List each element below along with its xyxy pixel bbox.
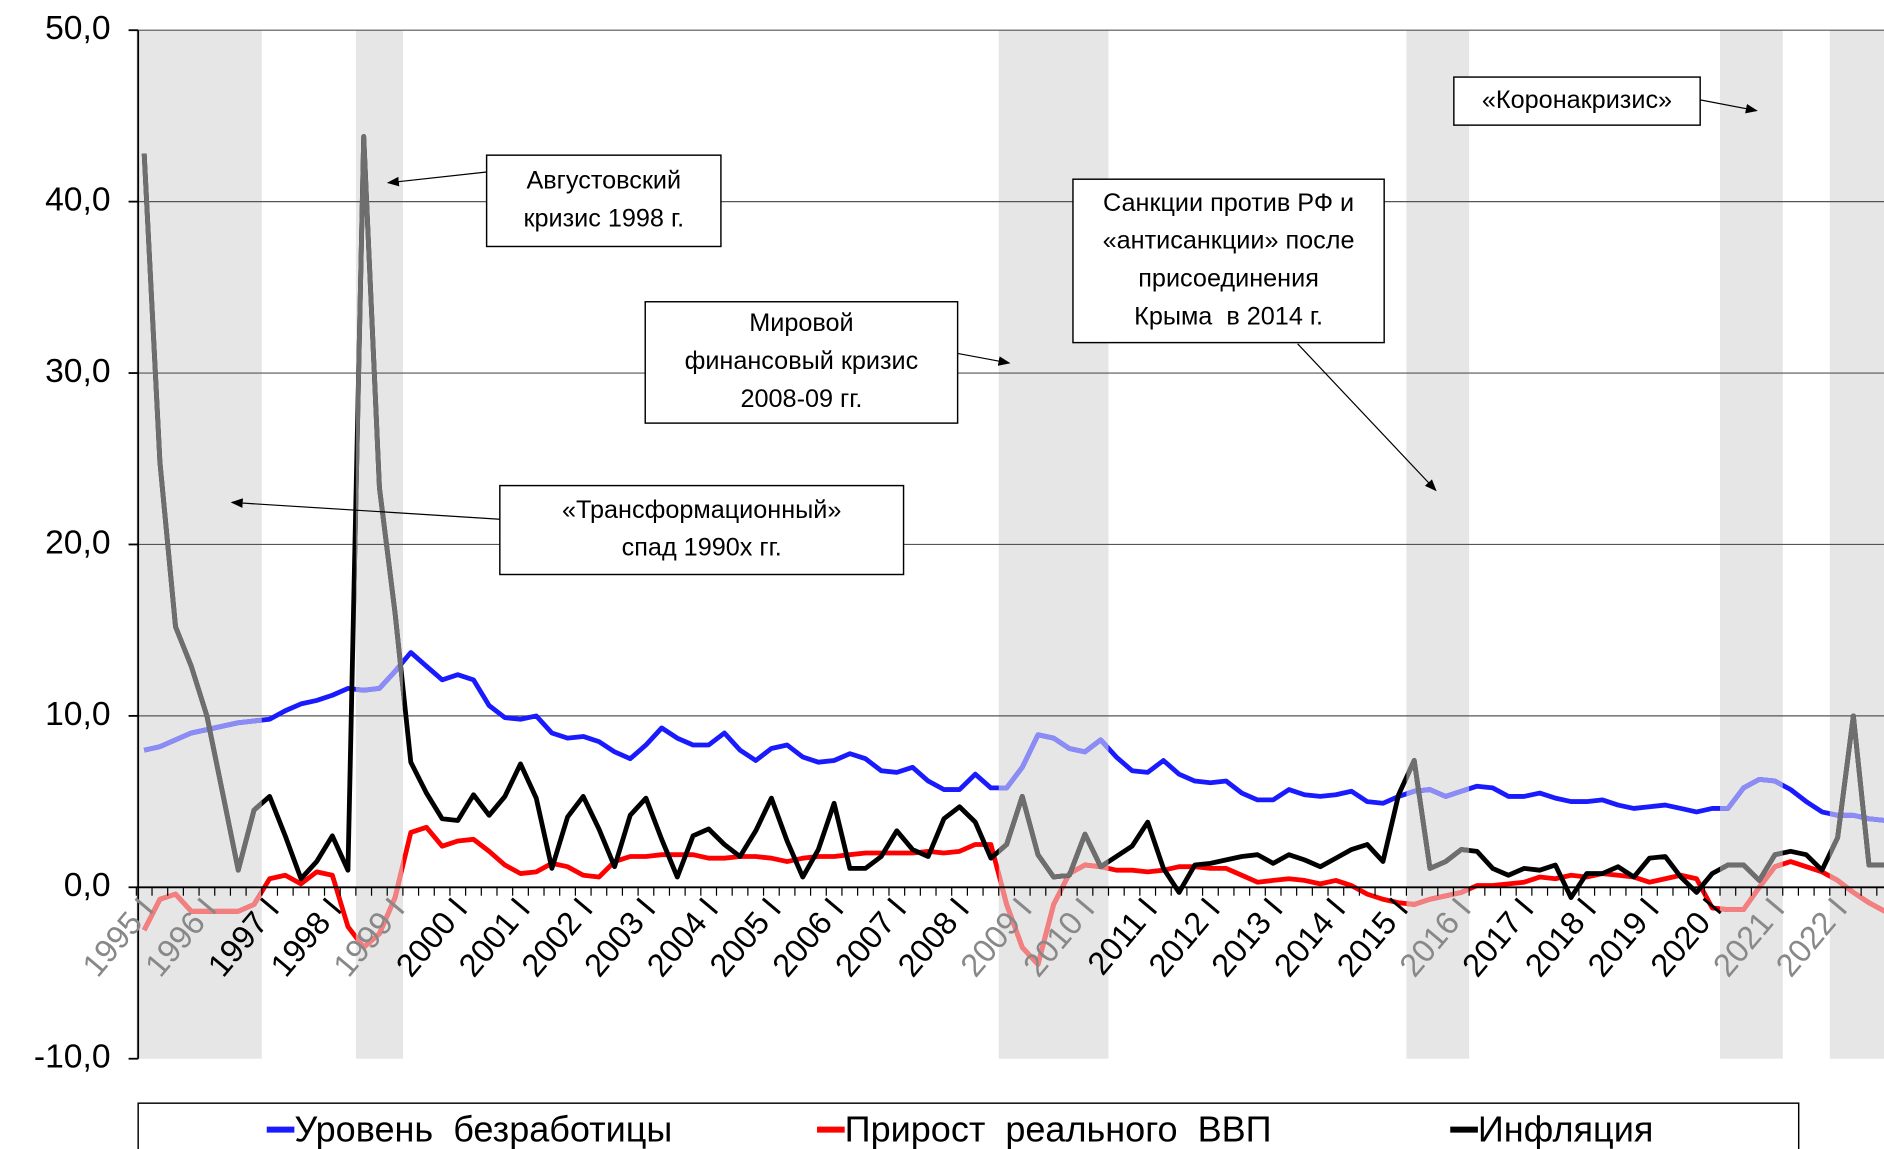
annotation-text: «Коронакризис»: [1482, 86, 1672, 114]
annotation-text: Санкции против РФ и: [1103, 189, 1354, 217]
y-tick-label: -10,0: [34, 1039, 111, 1076]
annotation-arrow: [957, 352, 1011, 366]
annotation-box: [499, 484, 905, 576]
y-tick-label: 30,0: [45, 353, 110, 390]
annotation-box: [485, 154, 722, 248]
annotation-box: [1453, 76, 1701, 126]
legend-label: Прирост реального ВВП: [845, 1109, 1272, 1149]
annotation-text: «Трансформационный»: [562, 496, 841, 524]
y-tick-label: 40,0: [45, 182, 110, 219]
annotation-text: Крыма в 2014 г.: [1134, 302, 1323, 330]
annotation-arrow: [386, 171, 487, 187]
annotation-text: Мировой: [749, 309, 853, 337]
annotation-box: [644, 301, 959, 424]
y-tick-label: 0,0: [64, 867, 111, 904]
legend-label: Инфляция: [1478, 1109, 1653, 1149]
annotation-text: 2008-09 гг.: [740, 385, 862, 413]
annotation-box: [1072, 178, 1385, 344]
annotation-text: Августовский: [526, 167, 681, 195]
annotation-arrow: [230, 498, 500, 520]
annotation-arrow: [1700, 99, 1758, 114]
annotation-text: спад 1990х гг.: [622, 534, 782, 562]
legend-box: [137, 1102, 1800, 1149]
annotation-text: присоединения: [1138, 264, 1319, 292]
annotation-text: кризис 1998 г.: [523, 204, 684, 232]
annotation-arrow: [1297, 343, 1437, 492]
legend-label: Уровень безработицы: [294, 1109, 672, 1149]
annotation-text: «антисанкции» после: [1103, 227, 1355, 255]
y-tick-label: 20,0: [45, 524, 110, 561]
annotation-text: финансовый кризис: [685, 347, 919, 375]
y-tick-label: 50,0: [45, 10, 110, 47]
y-tick-label: 10,0: [45, 696, 110, 733]
